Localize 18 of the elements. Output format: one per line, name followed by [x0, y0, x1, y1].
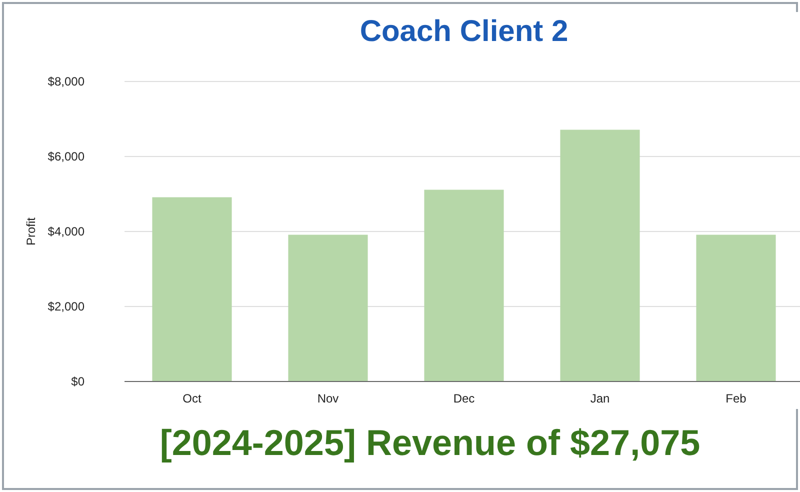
- bar: [560, 130, 640, 381]
- text: [2024-2025] Revenue of $27,075: [158, 422, 702, 464]
- y-tick-label: $6,000: [48, 150, 85, 164]
- bar: [152, 197, 232, 381]
- x-tick-label: Oct: [182, 392, 202, 406]
- chart-title: Coach Client 2: [360, 15, 568, 48]
- x-tick-label: Feb: [726, 392, 747, 406]
- y-tick-label: $4,000: [48, 224, 85, 238]
- bar: [288, 234, 368, 381]
- x-tick-label: Jan: [590, 392, 610, 406]
- x-tick-label: Dec: [453, 392, 475, 406]
- y-tick-label: $2,000: [48, 300, 85, 314]
- y-axis-title: Profit: [24, 216, 38, 246]
- bar: [696, 234, 776, 381]
- x-tick-label: Nov: [317, 392, 339, 406]
- y-tick-label: $0: [71, 374, 85, 388]
- y-tick-label: $8,000: [48, 74, 85, 88]
- bar: [424, 190, 504, 381]
